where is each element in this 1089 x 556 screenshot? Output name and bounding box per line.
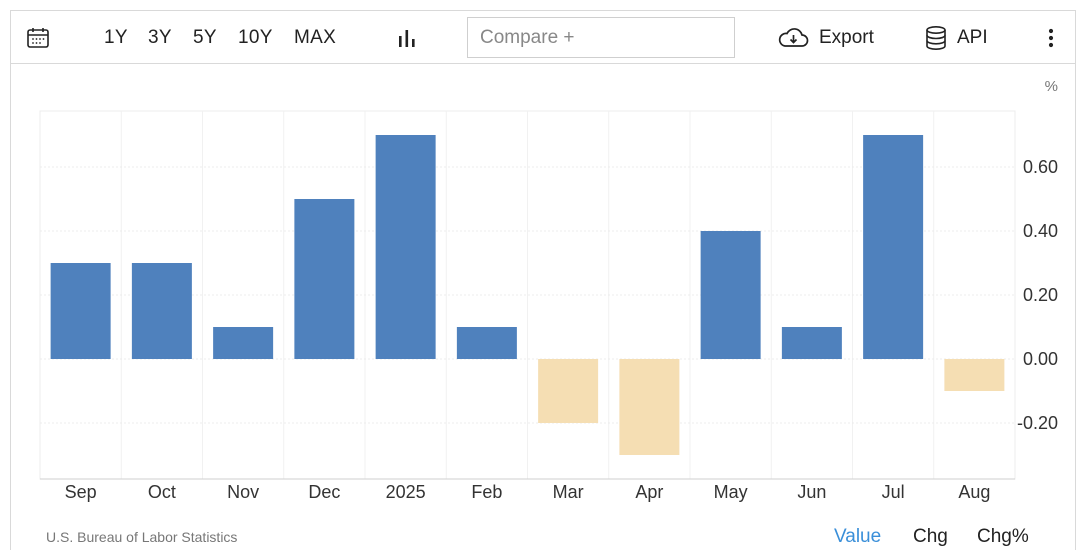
export-label: Export [819,26,874,48]
bar-chart-icon[interactable] [395,11,419,64]
bar-feb[interactable] [456,327,517,359]
chart-toolbar: 1Y 3Y 5Y 10Y MAX Export [11,11,1075,64]
y-tick-label: 0.20 [1023,285,1058,305]
compare-input[interactable] [467,17,735,58]
x-tick-label: 2025 [386,482,426,502]
range-max-button[interactable]: MAX [294,26,337,48]
bar-nov[interactable] [213,327,274,359]
x-tick-label: May [714,482,748,502]
x-tick-label: Jun [797,482,826,502]
bar-2025[interactable] [375,135,436,359]
api-label: API [957,26,988,48]
y-tick-label: 0.00 [1023,349,1058,369]
bar-sep[interactable] [50,263,111,359]
x-tick-label: Apr [635,482,663,502]
view-value-toggle[interactable]: Value [834,526,882,547]
source-label: U.S. Bureau of Labor Statistics [46,529,238,545]
range-3y-button[interactable]: 3Y [148,26,172,48]
database-icon [926,25,946,50]
bar-apr[interactable] [619,359,680,455]
y-tick-label: -0.20 [1017,413,1058,433]
y-tick-label: 0.60 [1023,157,1058,177]
bar-dec[interactable] [294,199,355,359]
range-1y-button[interactable]: 1Y [104,26,128,48]
api-button[interactable]: API [925,11,988,64]
x-tick-label: Aug [958,482,990,502]
y-tick-label: 0.40 [1023,221,1058,241]
export-button[interactable]: Export [777,11,874,64]
view-chg-percent-toggle[interactable]: Chg% [977,526,1029,547]
x-tick-label: Dec [308,482,340,502]
unit-label: % [1045,78,1058,95]
bar-jul[interactable] [863,135,924,359]
x-tick-label: Feb [471,482,502,502]
bar-may[interactable] [700,231,761,359]
bar-jun[interactable] [781,327,842,359]
cloud-download-icon [778,27,809,47]
bar-mar[interactable] [538,359,599,423]
bar-chart: 0.60 0.40 0.20 0.00 -0.20% Sep Oct Nov Dec 2025 Fe… [39,78,1058,502]
x-tick-label: Mar [553,482,584,502]
x-tick-label: Jul [882,482,905,502]
x-tick-label: Nov [227,482,259,502]
calendar-icon[interactable] [25,11,51,64]
range-10y-button[interactable]: 10Y [238,26,273,48]
more-vertical-icon[interactable] [1041,11,1061,64]
view-chg-toggle[interactable]: Chg [913,526,948,547]
range-5y-button[interactable]: 5Y [193,26,217,48]
x-tick-label: Oct [148,482,176,502]
x-tick-label: Sep [65,482,97,502]
bar-aug[interactable] [944,359,1005,391]
bar-oct[interactable] [131,263,192,359]
